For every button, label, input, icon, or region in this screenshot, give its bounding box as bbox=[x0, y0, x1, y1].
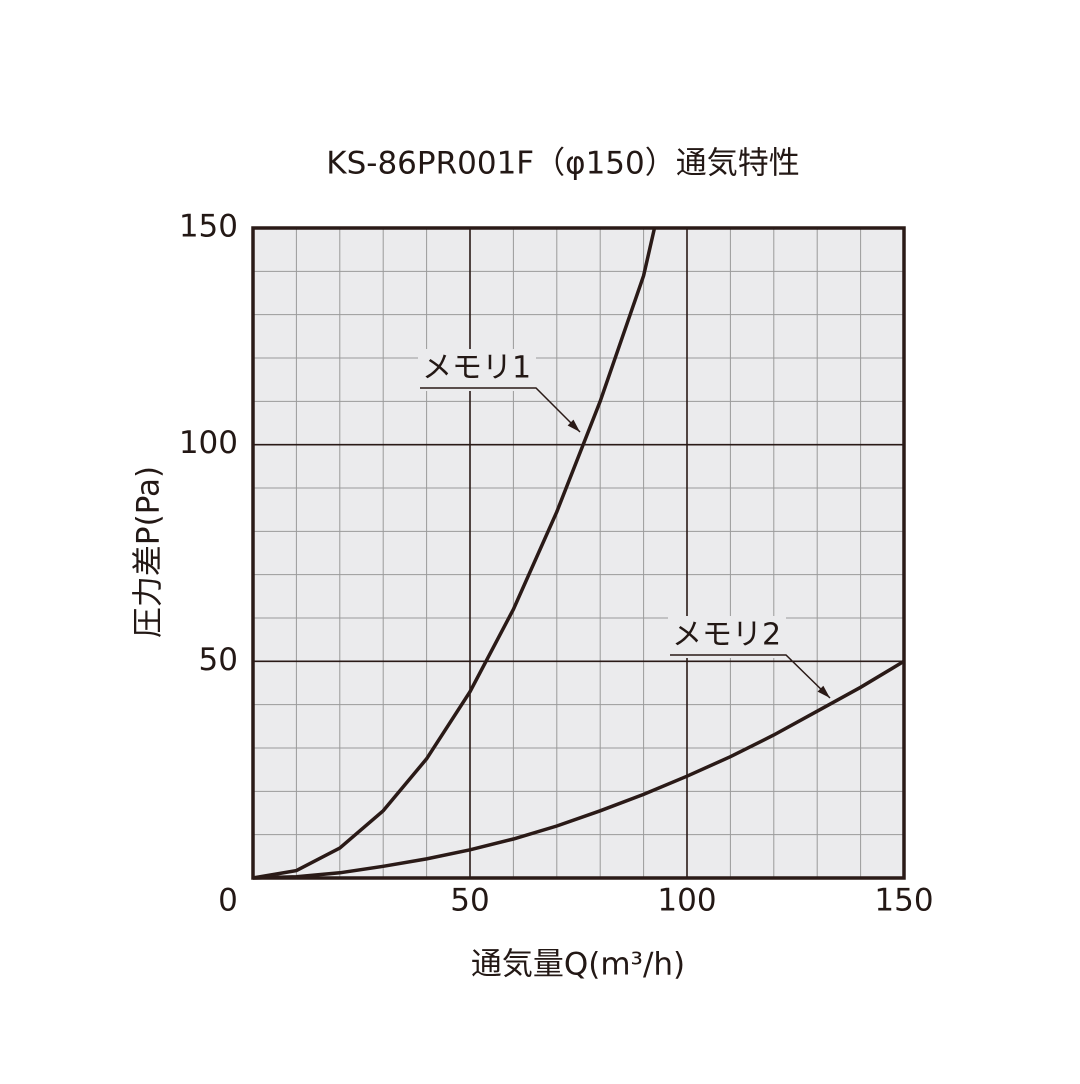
x-tick-label: 150 bbox=[874, 883, 933, 919]
data-line bbox=[252, 227, 657, 880]
series-label: メモリ1 bbox=[422, 351, 531, 386]
y-tick-label: 100 bbox=[179, 425, 238, 461]
y-tick-label: 150 bbox=[179, 209, 238, 245]
leader-line bbox=[420, 387, 581, 433]
label-background bbox=[418, 349, 536, 391]
chart-title: KS-86PR001F（φ150）通気特性 bbox=[326, 146, 800, 182]
x-tick-label: 100 bbox=[657, 883, 716, 919]
y-tick-label: 50 bbox=[199, 642, 238, 678]
arrow-head bbox=[567, 419, 580, 432]
leader-line bbox=[670, 654, 831, 699]
series-label: メモリ2 bbox=[672, 618, 781, 653]
plot-background bbox=[253, 228, 904, 878]
y-axis-label: 圧力差P(Pa) bbox=[131, 466, 167, 638]
arrow-head bbox=[817, 685, 830, 698]
x-tick-label: 0 bbox=[218, 883, 238, 919]
data-line bbox=[252, 659, 905, 880]
label-background bbox=[668, 616, 786, 658]
x-axis-label: 通気量Q(m³/h) bbox=[471, 947, 685, 983]
plot-frame bbox=[251, 226, 906, 880]
x-tick-label: 50 bbox=[450, 883, 489, 919]
